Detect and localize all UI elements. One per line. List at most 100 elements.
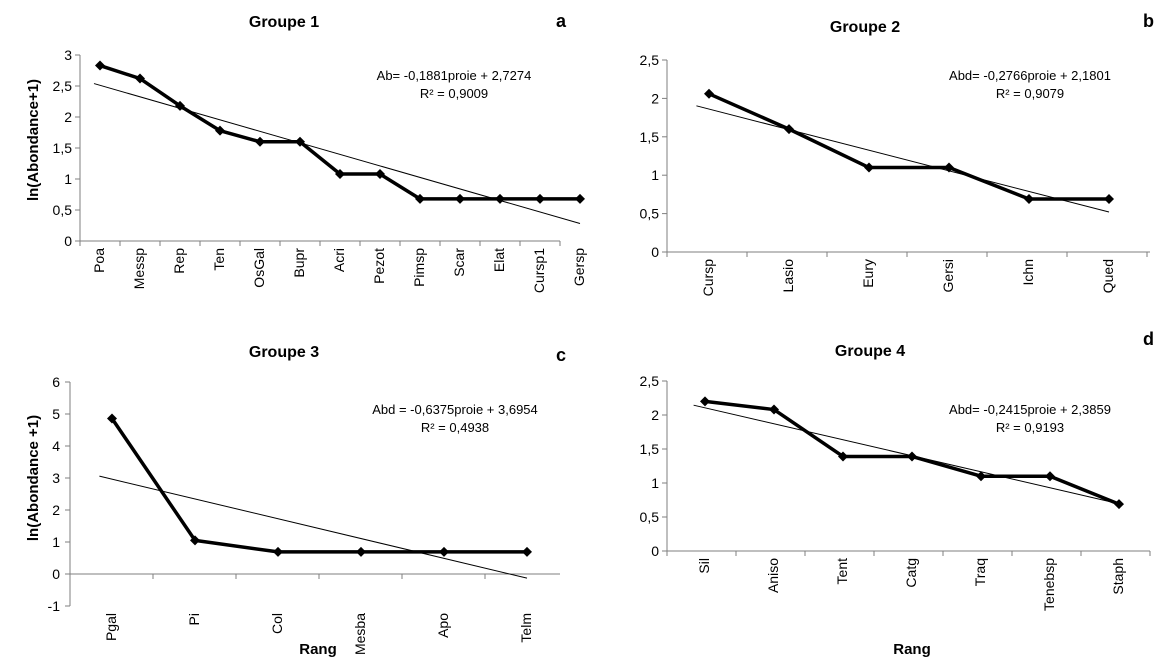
data-point xyxy=(439,546,449,557)
trend-line xyxy=(693,404,1120,505)
data-point xyxy=(944,162,954,173)
y-tick-label: 1 xyxy=(64,171,72,187)
x-tick-label: Col xyxy=(269,613,285,634)
x-tick-label: Bupr xyxy=(291,248,307,278)
panel-c: Groupe 3 c Abd = -0,6375proie + 3,6954 R… xyxy=(25,344,566,657)
x-tick-label: Pezot xyxy=(371,248,387,284)
data-point xyxy=(95,60,105,71)
x-tick-label: Catg xyxy=(903,558,919,588)
y-axis-label: ln(Abondance +1) xyxy=(25,415,42,541)
y-tick-label: 0,5 xyxy=(640,509,660,525)
x-tick-label: Cursp1 xyxy=(531,248,547,293)
x-tick-label: Ichn xyxy=(1020,259,1036,285)
data-point xyxy=(356,546,366,557)
y-tick-label: 1 xyxy=(651,475,659,491)
y-axis-label: ln(Abondance+1) xyxy=(25,79,42,201)
data-point xyxy=(175,100,185,111)
data-point xyxy=(700,396,710,407)
y-tick-label: 2,5 xyxy=(640,52,660,68)
x-tick-label: Acri xyxy=(331,248,347,272)
plot-area: 0 0,5 1 1,5 2 2,5 Cursp Lasio Eury Gersi Ichn Qued xyxy=(640,52,1150,296)
panel-letter: d xyxy=(1143,329,1154,349)
x-tick-label: Elat xyxy=(491,248,507,272)
panel-letter: a xyxy=(556,11,567,31)
data-point xyxy=(107,413,117,424)
panel-letter: b xyxy=(1143,11,1154,31)
panel-a: Groupe 1 a Ab= -0,1881proie + 2,7274 R² … xyxy=(25,11,587,293)
data-point xyxy=(864,162,874,173)
panel-letter: c xyxy=(556,345,566,365)
x-tick-label: Cursp xyxy=(700,259,716,297)
panel-b: Groupe 2 b Abd= -0,2766proie + 2,1801 R²… xyxy=(640,11,1154,296)
chart-title: Groupe 4 xyxy=(835,343,905,360)
x-tick-label: Apo xyxy=(435,613,451,638)
x-tick-label: Pimsp xyxy=(411,248,427,287)
y-tick-label: 2 xyxy=(651,407,659,423)
data-point xyxy=(769,404,779,415)
x-tick-label: Traq xyxy=(972,558,988,586)
x-tick-label: Tent xyxy=(834,558,850,585)
y-tick-label: 1 xyxy=(52,534,60,550)
plot-area: -1 0 1 2 3 4 5 6 Pgal Pi Col Mesba Apo Telm xyxy=(48,374,560,655)
x-tick-label: Sil xyxy=(696,558,712,574)
x-tick-label: Mesba xyxy=(352,613,368,655)
y-tick-label: 2 xyxy=(651,90,659,106)
y-tick-label: 1 xyxy=(651,167,659,183)
y-tick-label: 0 xyxy=(651,244,659,260)
trend-equation: Abd = -0,6375proie + 3,6954 xyxy=(372,402,538,417)
series-line xyxy=(708,92,1109,201)
data-point xyxy=(1104,194,1114,205)
x-tick-label: Telm xyxy=(518,613,534,643)
x-tick-label: Qued xyxy=(1100,259,1116,293)
trend-equation: Ab= -0,1881proie + 2,7274 xyxy=(377,68,532,83)
data-point xyxy=(255,136,265,147)
chart-title: Groupe 3 xyxy=(249,344,319,361)
data-point xyxy=(784,124,794,135)
y-tick-label: 3 xyxy=(64,47,72,63)
x-tick-label: Messp xyxy=(131,248,147,289)
x-tick-label: Pi xyxy=(186,613,202,625)
y-tick-label: 1,5 xyxy=(640,129,660,145)
r-squared: R² = 0,9079 xyxy=(996,86,1064,101)
y-tick-label: 2,5 xyxy=(640,373,660,389)
chart-title: Groupe 2 xyxy=(830,19,900,36)
y-tick-label: 1,5 xyxy=(53,140,73,156)
data-point xyxy=(907,451,917,462)
data-point xyxy=(522,546,532,557)
y-tick-label: 0 xyxy=(651,543,659,559)
x-axis-label: Rang xyxy=(299,641,337,657)
data-point xyxy=(273,546,283,557)
panel-d: Groupe 4 d Abd= -0,2415proie + 2,3859 R²… xyxy=(640,329,1154,657)
data-point xyxy=(415,193,425,204)
data-point xyxy=(455,193,465,204)
y-tick-label: 0,5 xyxy=(640,206,660,222)
x-tick-label: OsGal xyxy=(251,248,267,288)
y-tick-label: 6 xyxy=(52,374,60,390)
x-tick-label: Aniso xyxy=(765,558,781,593)
r-squared: R² = 0,9193 xyxy=(996,420,1064,435)
data-point xyxy=(1024,194,1034,205)
trend-equation: Abd= -0,2415proie + 2,3859 xyxy=(949,402,1111,417)
y-tick-label: 0 xyxy=(52,566,60,582)
plot-area: 0 0,5 1 1,5 2 2,5 3 Poa Messp Rep Ten OsGal Bupr Acri… xyxy=(53,47,587,293)
x-tick-label: Rep xyxy=(171,248,187,274)
x-tick-label: Scar xyxy=(451,248,467,277)
y-tick-label: 2 xyxy=(64,109,72,125)
data-point xyxy=(838,451,848,462)
y-tick-label: 1,5 xyxy=(640,441,660,457)
x-tick-label: Gersp xyxy=(571,248,587,286)
data-point xyxy=(295,136,305,147)
y-tick-label: 5 xyxy=(52,406,60,422)
data-point xyxy=(1114,499,1124,510)
trend-line xyxy=(696,105,1110,213)
x-tick-label: Gersi xyxy=(940,259,956,292)
trend-line xyxy=(93,83,581,224)
data-point xyxy=(375,169,385,180)
x-tick-label: Eury xyxy=(860,259,876,288)
y-tick-label: 3 xyxy=(52,470,60,486)
y-tick-label: -1 xyxy=(48,598,61,614)
y-tick-label: 4 xyxy=(52,438,60,454)
data-point xyxy=(704,88,714,99)
data-point xyxy=(1045,471,1055,482)
x-tick-label: Lasio xyxy=(780,259,796,293)
